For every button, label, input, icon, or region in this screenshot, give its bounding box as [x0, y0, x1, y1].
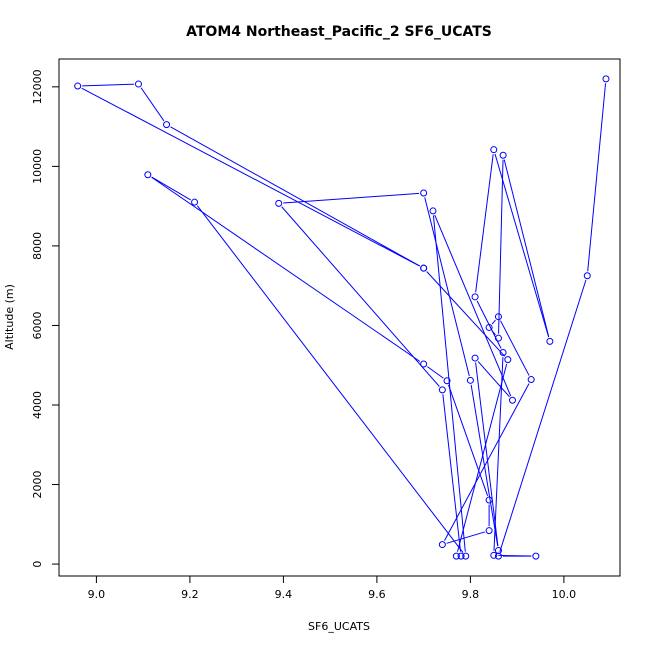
data-point	[485, 496, 493, 504]
data-point	[275, 199, 283, 207]
series-segment	[470, 384, 499, 547]
series-segment	[196, 205, 464, 553]
x-tick-label: 9.2	[181, 588, 199, 601]
data-point	[485, 323, 493, 331]
data-point	[438, 541, 446, 549]
data-point	[527, 376, 535, 384]
chart-title: ATOM4 Northeast_Pacific_2 SF6_UCATS	[186, 24, 492, 40]
y-tick-label: 2000	[31, 471, 44, 499]
series-segment	[491, 319, 496, 325]
y-tick-label: 10000	[31, 149, 44, 184]
x-tick-label: 9.8	[462, 588, 480, 601]
data-point	[429, 207, 437, 215]
series-segment	[281, 206, 440, 387]
data-point	[494, 334, 502, 342]
data-point	[583, 272, 591, 280]
data-point	[490, 146, 498, 154]
data-point	[420, 264, 428, 272]
data-point	[494, 313, 502, 321]
data-point	[462, 552, 470, 560]
data-point	[546, 337, 554, 345]
series-segment	[81, 87, 420, 267]
data-point	[485, 527, 493, 535]
data-point	[438, 386, 446, 394]
series-segment	[475, 154, 494, 293]
plot-frame	[58, 58, 621, 577]
series-segment	[493, 356, 504, 551]
x-tick-label: 9.6	[368, 588, 386, 601]
data-point	[466, 376, 474, 384]
series-segment	[503, 159, 550, 338]
series-segment	[434, 214, 512, 397]
x-axis-label: SF6_UCATS	[308, 620, 370, 633]
y-tick-label: 4000	[31, 391, 44, 419]
series-segment	[432, 215, 466, 552]
series-segment	[444, 383, 530, 541]
y-tick-label: 12000	[31, 69, 44, 104]
data-point	[74, 82, 82, 90]
series-layer	[74, 75, 610, 560]
series-segment	[475, 362, 499, 547]
series-segment	[426, 271, 506, 357]
series-segment	[494, 153, 550, 338]
data-point	[452, 552, 460, 560]
series-segment	[82, 83, 134, 87]
data-point	[457, 552, 465, 560]
series-segment	[498, 159, 504, 334]
series-segment	[424, 197, 470, 377]
data-point	[499, 348, 507, 356]
y-tick-label: 6000	[31, 311, 44, 339]
data-point	[471, 293, 479, 301]
series-segment	[151, 176, 421, 362]
series-segment	[283, 192, 420, 204]
data-point	[134, 80, 142, 88]
series-segment	[448, 384, 489, 496]
x-tick-label: 10.0	[552, 588, 577, 601]
x-axis: 9.0 9.2 9.4 9.6 9.8 10.0	[88, 575, 577, 601]
series-segment	[498, 554, 532, 557]
data-point	[144, 171, 152, 179]
data-point	[163, 121, 171, 129]
series-segment	[500, 320, 530, 376]
data-point	[508, 396, 516, 404]
series-segment	[491, 330, 496, 336]
series-segment	[587, 83, 607, 272]
data-point	[494, 547, 502, 555]
series-segment	[151, 176, 191, 201]
data-point	[602, 75, 610, 83]
y-tick-label: 0	[31, 561, 44, 568]
series-segment	[140, 87, 165, 122]
y-axis: 0 2000 4000 6000 8000 10000 12000	[31, 69, 60, 568]
series-segment	[446, 531, 485, 544]
series-segment	[442, 394, 462, 552]
series-segment	[477, 361, 510, 398]
series-segment	[170, 126, 420, 267]
data-point	[490, 551, 498, 559]
data-point	[191, 198, 199, 206]
data-point	[532, 552, 540, 560]
y-axis-label: Altitude (m)	[3, 284, 16, 350]
series-segment	[427, 366, 444, 379]
data-point	[443, 377, 451, 385]
y-tick-label: 8000	[31, 232, 44, 260]
data-point	[499, 151, 507, 159]
series-segment	[499, 279, 587, 552]
series-segment	[457, 363, 508, 552]
x-tick-label: 9.4	[275, 588, 293, 601]
data-point	[420, 360, 428, 368]
x-tick-label: 9.0	[88, 588, 106, 601]
data-point	[471, 354, 479, 362]
data-point	[504, 356, 512, 364]
data-point	[420, 189, 428, 197]
